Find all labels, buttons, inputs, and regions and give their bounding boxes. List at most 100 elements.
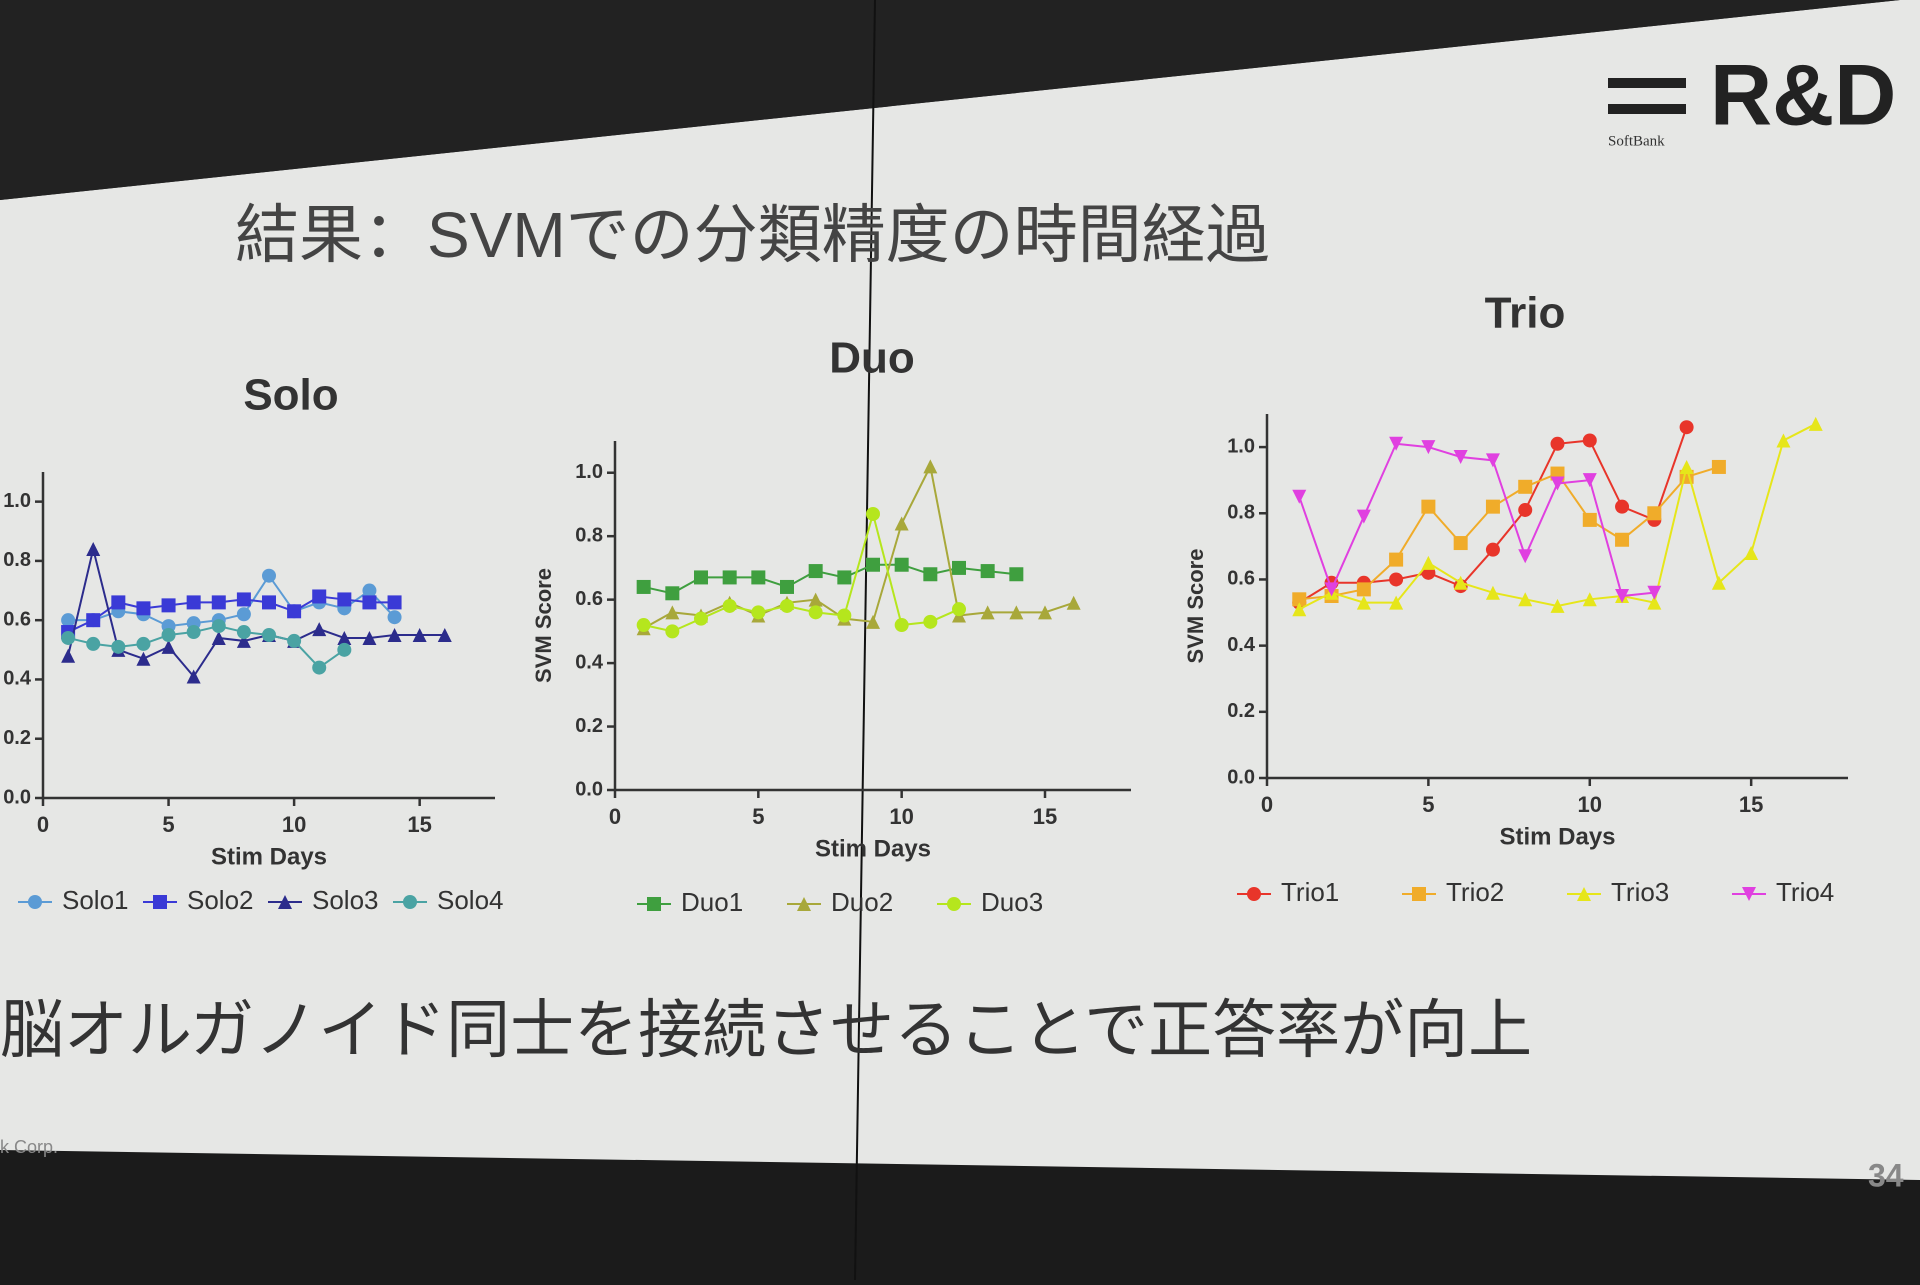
marker [665,624,680,639]
y-axis-label: SVM Score [1183,549,1208,664]
y-tick-label: 0.2 [1227,700,1255,722]
marker [952,602,966,617]
marker [1711,459,1726,474]
marker [287,604,302,619]
marker [236,592,251,607]
x-tick-label: 0 [609,804,621,829]
marker [1356,509,1371,524]
marker [186,625,201,640]
legend-label: Duo1 [681,887,743,917]
series-line [1298,442,1655,598]
marker [412,628,427,642]
x-tick-label: 15 [1739,792,1763,817]
marker [808,605,823,620]
marker [923,567,938,582]
marker [952,560,966,575]
marker [1066,595,1081,610]
x-tick-label: 10 [889,804,913,829]
y-tick-label: 0.8 [3,549,31,571]
marker [894,557,909,572]
chart-title: Solo [243,371,338,420]
marker [262,595,276,610]
marker [236,633,251,648]
marker [1356,582,1371,597]
legend-marker [1412,887,1426,901]
marker [722,570,737,585]
marker [186,669,201,684]
logo-bar [1608,104,1686,114]
marker [312,589,327,604]
marker [1550,476,1565,491]
legend-label: Trio1 [1281,877,1339,907]
marker [1485,499,1500,514]
marker [1485,542,1500,557]
marker [362,583,377,598]
marker [1615,499,1630,514]
marker [751,570,766,585]
marker [86,613,101,628]
marker [236,625,251,640]
marker [61,630,76,645]
y-tick-label: 0.8 [575,524,603,546]
marker [1711,575,1726,590]
marker [337,592,352,607]
marker [1421,555,1436,570]
marker [837,570,852,585]
marker [694,611,708,626]
marker [262,568,276,583]
marker [1389,572,1404,587]
marker [312,622,327,637]
y-tick-label: 0.4 [3,668,32,690]
legend-marker [797,897,811,911]
x-tick-label: 5 [162,812,174,837]
marker [636,618,651,633]
marker [1647,595,1662,610]
marker [1647,585,1662,600]
marker [1582,473,1597,488]
marker [1292,602,1307,617]
marker [866,557,880,572]
marker [1582,592,1597,607]
slide [0,0,1920,1180]
marker [211,595,226,610]
marker [1582,512,1597,527]
marker [161,639,176,654]
y-tick-label: 0.0 [575,778,603,800]
room [0,0,1920,200]
marker [1518,502,1533,517]
marker [780,579,794,594]
marker [665,586,680,601]
marker [61,613,76,628]
marker [665,605,680,620]
y-tick-label: 0.2 [3,727,31,749]
marker [866,614,880,629]
marker [1582,433,1597,448]
marker [1776,433,1791,448]
marker [111,639,126,654]
x-tick-label: 0 [37,812,49,837]
series-line [643,463,1074,630]
marker [1518,592,1533,607]
marker [1324,582,1339,597]
y-tick-label: 0.8 [1227,502,1255,524]
marker [1485,585,1500,600]
marker [1453,450,1468,465]
marker [1292,592,1307,607]
marker [362,595,377,610]
marker [1292,489,1307,504]
marker [1009,605,1024,620]
x-tick-label: 10 [1578,792,1602,817]
y-tick-label: 0.4 [1227,634,1256,656]
logo-sub: SoftBank [1608,133,1665,149]
marker [1615,532,1630,547]
marker [287,633,302,648]
marker [136,651,151,666]
marker [1679,459,1694,474]
x-tick-label: 15 [407,812,431,837]
marker [236,607,251,622]
marker [636,579,651,594]
footer: k Corp. [0,1137,58,1157]
marker [312,660,327,675]
marker [1744,545,1759,560]
